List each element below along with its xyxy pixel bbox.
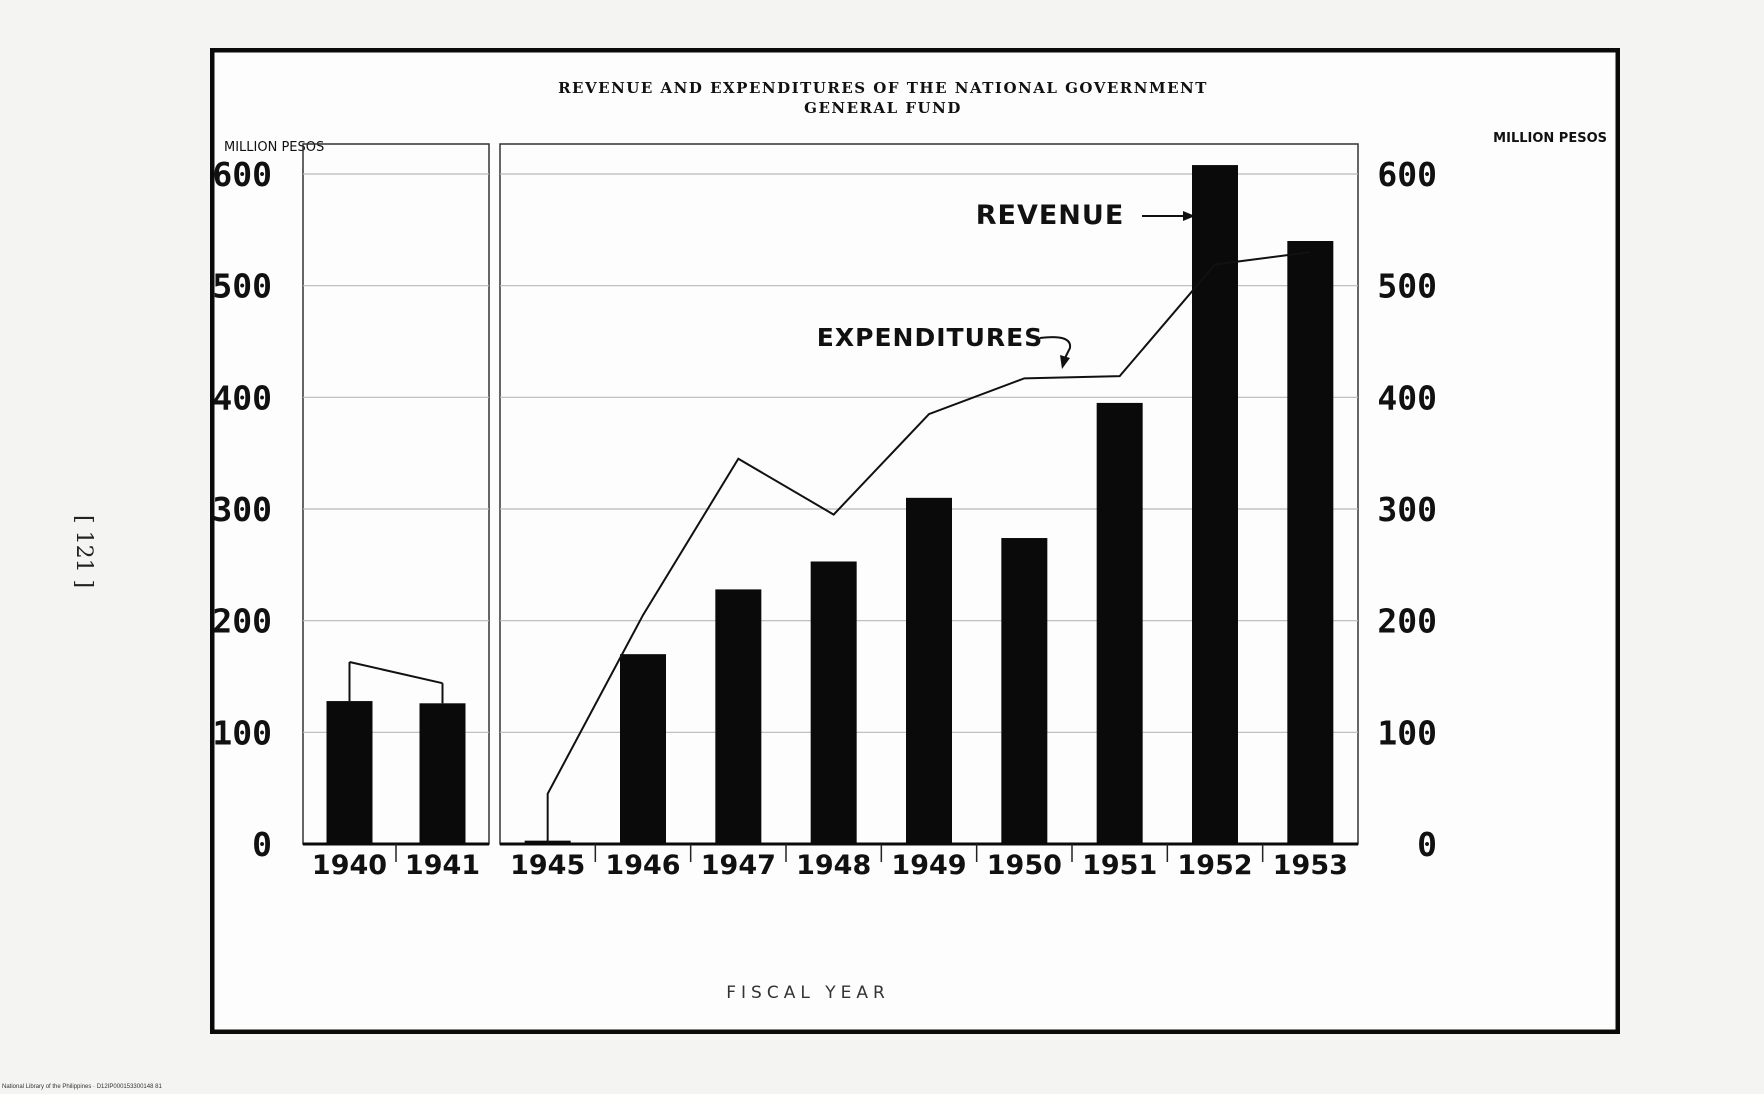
x-tick-labels: 1940 1941 1945 1946 1947 1948 1949 1950 1951 1952…	[312, 844, 1348, 881]
x-tick-label: 1949	[891, 850, 966, 881]
expenditures-annotation-arrow	[1039, 336, 1072, 369]
footer-caption: National Library of the Philippines · D1…	[2, 1084, 162, 1090]
revenue-bar-1951	[1096, 402, 1143, 844]
y-tick-label-right: 600	[1377, 155, 1437, 194]
y-tick-label-left: 500	[212, 267, 272, 306]
x-tick-label: 1953	[1273, 850, 1348, 881]
x-tick-label: 1952	[1177, 850, 1252, 881]
revenue-bar-1953	[1287, 241, 1334, 844]
revenue-bar-1946	[620, 654, 666, 844]
revenue-bar-1941	[419, 703, 466, 844]
revenue-bar-1948	[810, 561, 857, 844]
revenue-bar-1952	[1192, 165, 1238, 845]
x-tick-label: 1940	[312, 850, 387, 881]
y-axis-label-right: MILLION PESOS	[1493, 131, 1607, 146]
page-number: [ 121 ]	[71, 515, 96, 589]
chart-svg: REVENUE AND EXPENDITURES OF THE NATIONAL…	[210, 48, 1620, 1034]
x-tick-label: 1945	[510, 850, 585, 881]
x-axis-label: FISCAL YEAR	[726, 983, 890, 1003]
y-axis-label-left: MILLION PESOS	[224, 140, 324, 155]
x-tick-label: 1947	[701, 850, 776, 881]
x-tick-label: 1941	[405, 850, 480, 881]
expenditures-line-prewar	[349, 661, 443, 685]
y-tick-label-left: 200	[212, 602, 272, 641]
revenue-annotation-arrow	[1142, 211, 1195, 221]
expenditures-line-postwar	[546, 251, 1311, 844]
chart-frame: REVENUE AND EXPENDITURES OF THE NATIONAL…	[210, 48, 1620, 1034]
y-tick-label-left: 300	[212, 490, 272, 529]
y-tick-label-right: 400	[1377, 378, 1437, 417]
y-tick-label-right: 0	[1417, 825, 1437, 864]
y-tick-label-left: 400	[212, 378, 272, 417]
expenditures-lines	[348, 251, 1311, 844]
y-tick-label-right: 300	[1377, 490, 1437, 529]
x-tick-label: 1950	[987, 850, 1062, 881]
x-tick-label: 1951	[1082, 850, 1157, 881]
revenue-annotation: REVENUE	[976, 200, 1125, 231]
y-tick-label-left: 100	[212, 713, 272, 752]
revenue-bar-1947	[715, 589, 762, 844]
y-tick-labels: 0 0 100 100 200 200 300 300 400 400 500 500 600 600	[212, 155, 1437, 864]
expenditures-annotation: EXPENDITURES	[817, 323, 1043, 352]
chart-subtitle: GENERAL FUND	[804, 99, 962, 117]
revenue-bar-1940	[326, 701, 373, 844]
revenue-bar-1950	[1001, 538, 1048, 844]
y-tick-label-left: 600	[212, 155, 272, 194]
y-tick-label-right: 100	[1377, 713, 1437, 752]
y-tick-label-left: 0	[252, 825, 272, 864]
revenue-bars	[326, 165, 1334, 845]
revenue-bar-1949	[906, 497, 952, 844]
x-tick-label: 1946	[605, 850, 680, 881]
x-tick-label: 1948	[796, 850, 871, 881]
y-tick-label-right: 200	[1377, 602, 1437, 641]
y-tick-label-right: 500	[1377, 267, 1437, 306]
chart-title: REVENUE AND EXPENDITURES OF THE NATIONAL…	[558, 79, 1208, 97]
